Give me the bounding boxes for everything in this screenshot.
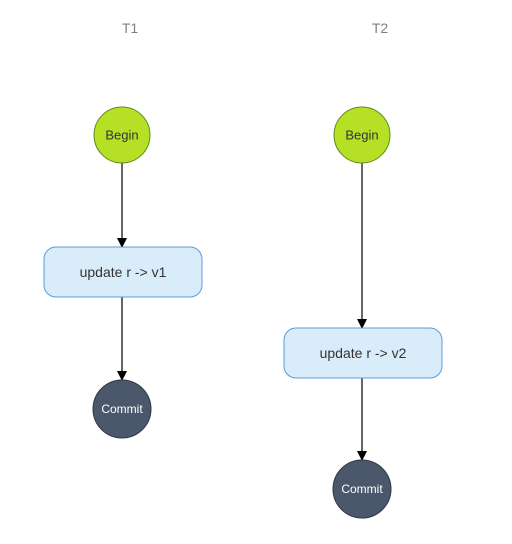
- node-label-t1_commit: Commit: [101, 402, 143, 416]
- node-label-t2_update: update r -> v2: [320, 345, 407, 361]
- column-title-0: T1: [122, 20, 139, 36]
- node-t2_begin: Begin: [334, 107, 390, 163]
- node-label-t2_begin: Begin: [345, 128, 378, 143]
- node-t1_update: update r -> v1: [44, 247, 202, 297]
- node-label-t1_begin: Begin: [105, 128, 138, 143]
- node-t1_commit: Commit: [93, 380, 151, 438]
- node-t1_begin: Begin: [94, 107, 150, 163]
- node-t2_commit: Commit: [333, 460, 391, 518]
- flowchart-canvas: T1 T2 Begin update r -> v1 Commit Begin update…: [0, 0, 512, 544]
- column-title-1: T2: [372, 20, 389, 36]
- node-t2_update: update r -> v2: [284, 328, 442, 378]
- node-label-t1_update: update r -> v1: [80, 264, 167, 280]
- node-label-t2_commit: Commit: [341, 482, 383, 496]
